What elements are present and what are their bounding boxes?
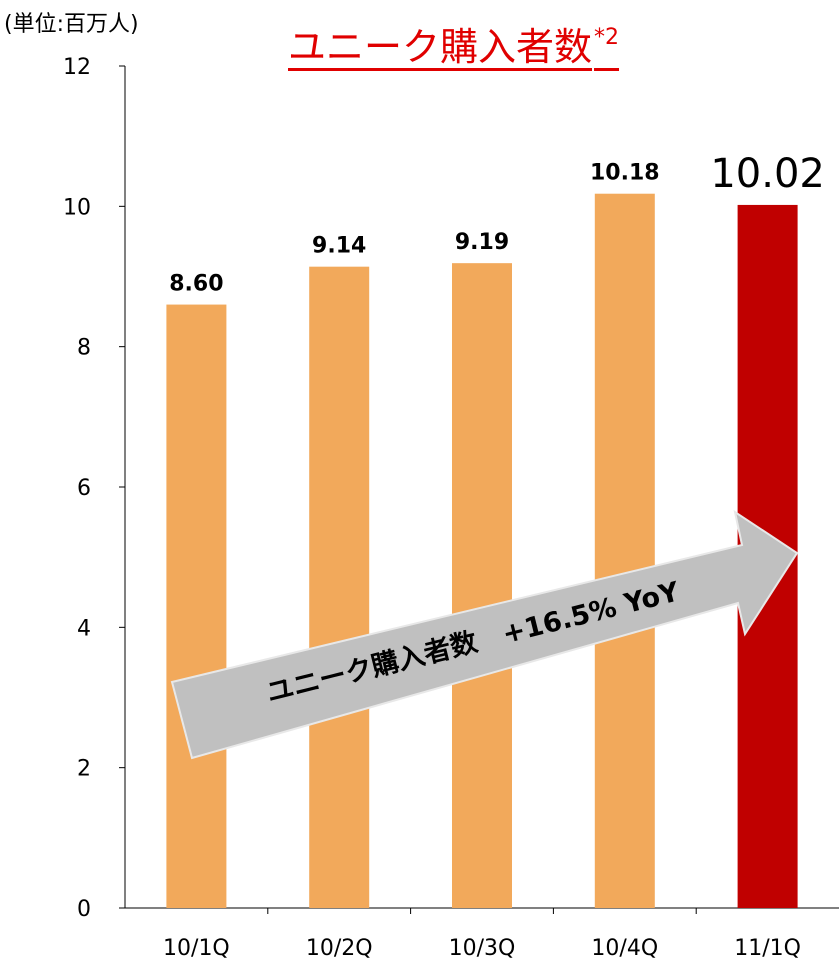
x-tick-label: 10/4Q — [591, 936, 658, 961]
chart-title-text: ユニーク購入者数 — [288, 25, 593, 69]
y-tick-label: 2 — [77, 757, 91, 782]
data-label: 9.19 — [455, 230, 509, 255]
bar-10-3Q — [452, 263, 512, 908]
y-tick-label: 4 — [77, 616, 91, 641]
x-tick-label: 11/1Q — [734, 936, 801, 961]
bar-10-2Q — [309, 266, 370, 909]
data-label: 10.02 — [710, 151, 825, 197]
title-footnote-marker: *2 — [594, 25, 620, 50]
y-tick-label: 8 — [77, 336, 91, 361]
chart-axes: 0 2 4 6 8 10 12 — [63, 55, 839, 922]
y-tick-label: 12 — [63, 55, 91, 80]
growth-arrow-shape — [170, 509, 799, 760]
bar-series: 8.60 10/1Q 9.14 10/2Q 9.19 10/3Q 10.18 10/4Q 10.… — [163, 151, 825, 961]
x-tick-label: 10/2Q — [306, 936, 373, 961]
data-label: 8.60 — [169, 272, 223, 297]
y-axis-unit-label: (単位:百万人) — [4, 12, 139, 37]
x-tick-label: 10/1Q — [163, 936, 230, 961]
x-tick-label: 10/3Q — [449, 936, 516, 961]
chart-title: ユニーク購入者数*2 — [288, 16, 619, 71]
y-tick-label: 10 — [63, 195, 91, 220]
y-tick-label: 0 — [77, 897, 91, 922]
data-label: 10.18 — [590, 161, 660, 186]
bar-10-4Q — [594, 193, 655, 908]
bar-10-1Q — [166, 304, 227, 909]
data-label: 9.14 — [312, 234, 366, 259]
y-tick-label: 6 — [77, 476, 91, 501]
